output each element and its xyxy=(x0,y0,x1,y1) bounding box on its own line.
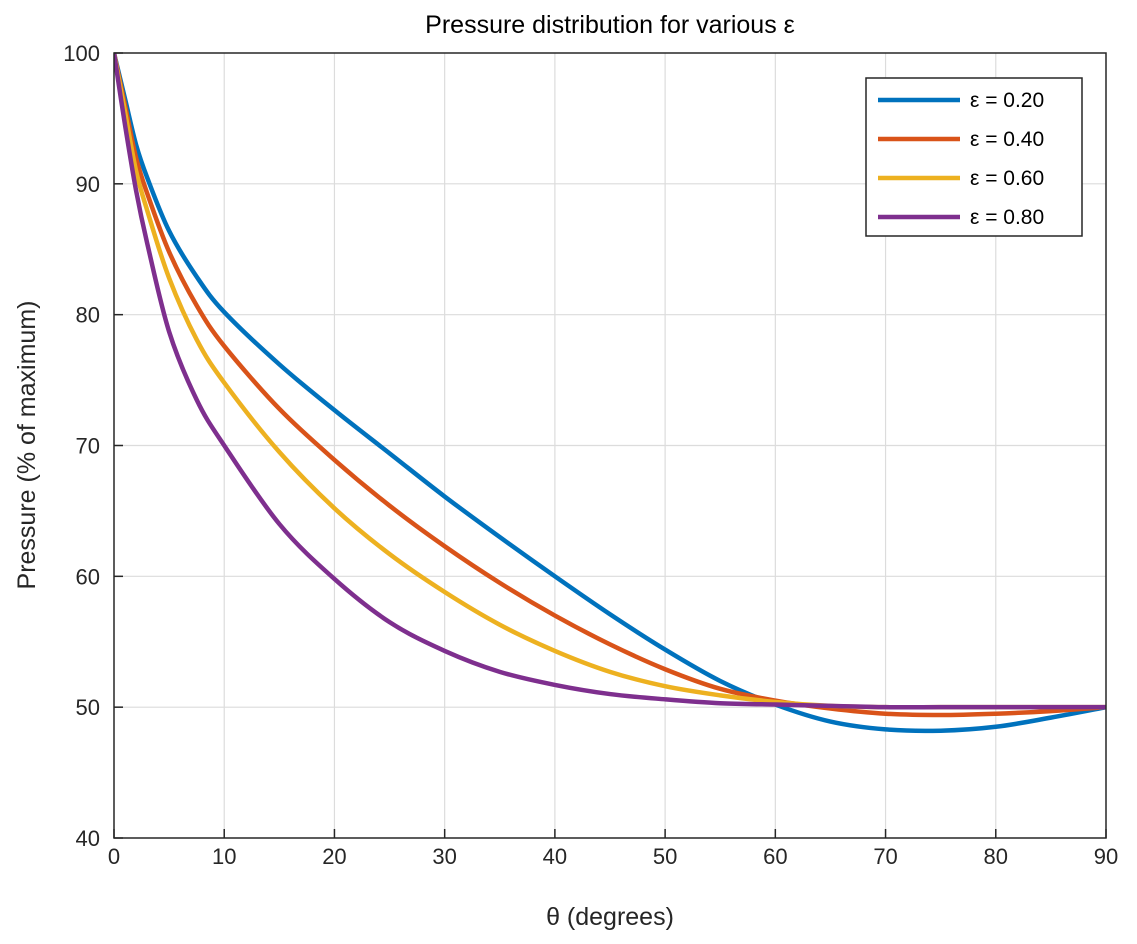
legend: ε = 0.20 ε = 0.40 ε = 0.60 ε = 0.80 xyxy=(865,77,1083,237)
x-axis-label: θ (degrees) xyxy=(546,903,674,931)
legend-label-4: ε = 0.80 xyxy=(970,206,1044,229)
series-layer xyxy=(114,53,1106,734)
axis-ticks: 0 10 20 30 40 50 60 70 80 90 40 50 60 70 80 90 100 xyxy=(63,41,1118,869)
legend-label-3: ε = 0.60 xyxy=(970,167,1044,190)
y-tick-label: 90 xyxy=(76,172,100,197)
legend-label-2: ε = 0.40 xyxy=(970,128,1044,151)
series-line-1 xyxy=(114,53,1106,734)
y-tick-label: 60 xyxy=(76,564,100,589)
x-tick-label: 70 xyxy=(873,844,897,869)
series-line-4 xyxy=(114,53,1106,710)
x-tick-label: 90 xyxy=(1094,844,1118,869)
legend-box xyxy=(865,77,1083,237)
y-tick-label: 100 xyxy=(63,41,100,66)
y-tick-label: 40 xyxy=(76,826,100,851)
legend-label-1: ε = 0.20 xyxy=(970,89,1044,112)
x-tick-label: 10 xyxy=(212,844,236,869)
x-tick-label: 40 xyxy=(543,844,567,869)
y-tick-label: 80 xyxy=(76,303,100,328)
x-tick-label: 30 xyxy=(432,844,456,869)
x-tick-label: 0 xyxy=(108,844,120,869)
x-tick-label: 50 xyxy=(653,844,677,869)
x-tick-label: 20 xyxy=(322,844,346,869)
y-tick-label: 70 xyxy=(76,434,100,459)
x-tick-label: 80 xyxy=(984,844,1008,869)
series-line-2 xyxy=(114,53,1106,718)
chart-title: Pressure distribution for various ε xyxy=(425,11,795,39)
x-tick-label: 60 xyxy=(763,844,787,869)
y-tick-label: 50 xyxy=(76,695,100,720)
y-axis-label: Pressure (% of maximum) xyxy=(13,301,41,590)
